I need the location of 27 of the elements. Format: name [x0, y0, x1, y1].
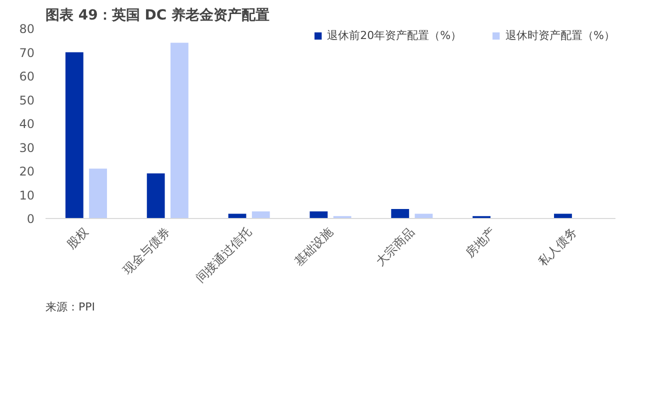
y-tick-label: 70: [19, 46, 35, 60]
bar: [391, 209, 410, 218]
bar: [146, 173, 165, 218]
y-tick-label: 60: [19, 70, 35, 84]
bar: [170, 42, 188, 218]
x-tick-label: 房地产: [462, 224, 498, 260]
y-tick-label: 20: [19, 164, 35, 178]
bar: [65, 52, 84, 218]
bar: [310, 211, 328, 218]
y-tick-label: 40: [19, 117, 35, 131]
x-tick-label: 私人债务: [536, 224, 580, 268]
bar: [89, 168, 107, 218]
y-tick-label: 30: [19, 140, 35, 155]
legend-label: 退休时资产配置（%）: [506, 28, 615, 43]
legend-label: 退休前20年资产配置（%）: [327, 28, 462, 43]
chart-title: 图表 49：英国 DC 养老金资产配置: [46, 6, 270, 24]
bar: [252, 211, 270, 218]
y-tick-label: 0: [26, 212, 35, 226]
y-tick-label: 10: [19, 188, 35, 202]
y-tick-label: 50: [19, 93, 35, 108]
y-tick-label: 80: [19, 22, 35, 36]
x-tick-label: 间接通过信托: [193, 224, 254, 286]
x-tick-label: 现金与债券: [120, 224, 173, 277]
x-tick-label: 基础设施: [292, 224, 336, 268]
source-note: 来源：PPI: [46, 300, 96, 314]
x-tick-label: 大宗商品: [373, 224, 417, 268]
x-tick-label: 股权: [64, 224, 92, 252]
